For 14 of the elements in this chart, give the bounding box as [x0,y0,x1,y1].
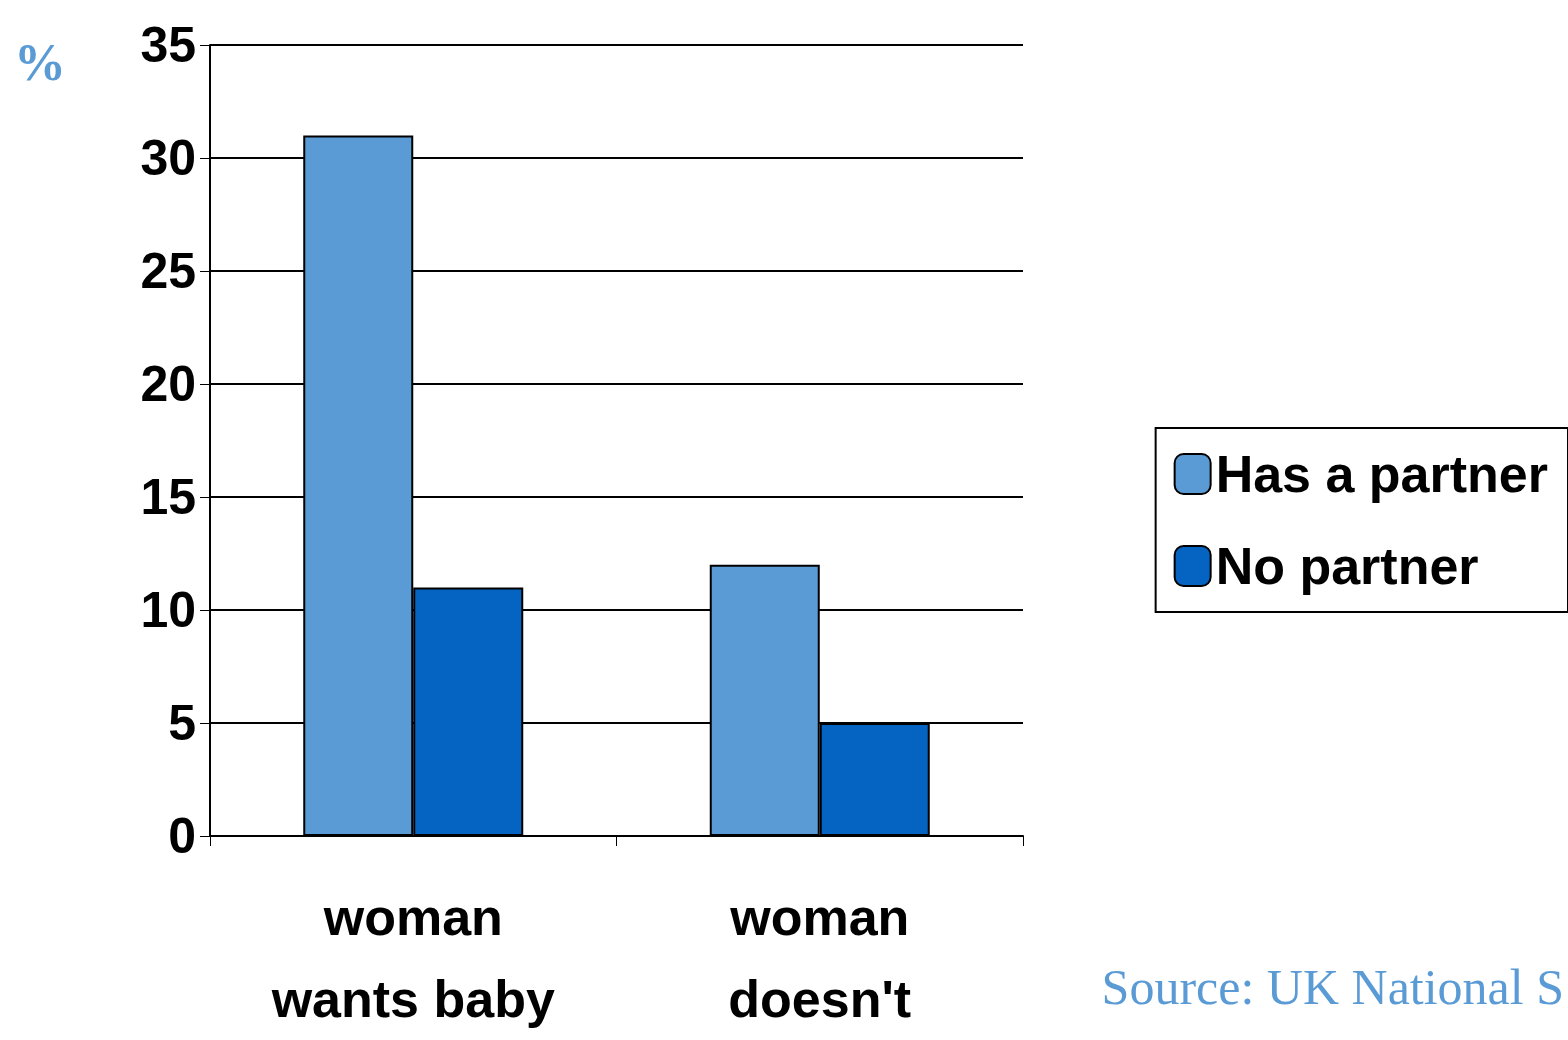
x-tick-label: woman doesn't [728,888,912,1028]
y-tick-label: 5 [168,695,196,751]
y-tick-label: 30 [140,130,196,186]
y-tick-label: 0 [168,808,196,864]
x-tick-label: woman wants baby [270,888,555,1028]
y-tick-label: 20 [140,356,196,412]
y-axis-title: % [14,33,66,91]
y-tick-label: 10 [140,582,196,638]
source-note: Source: UK National S [1101,959,1565,1015]
y-tick-label: 15 [140,469,196,525]
y-tick-label: 35 [140,17,196,73]
legend-label: No partner [1215,537,1479,595]
legend-label: Has a partner [1215,445,1549,503]
y-tick-label: 25 [140,243,196,299]
